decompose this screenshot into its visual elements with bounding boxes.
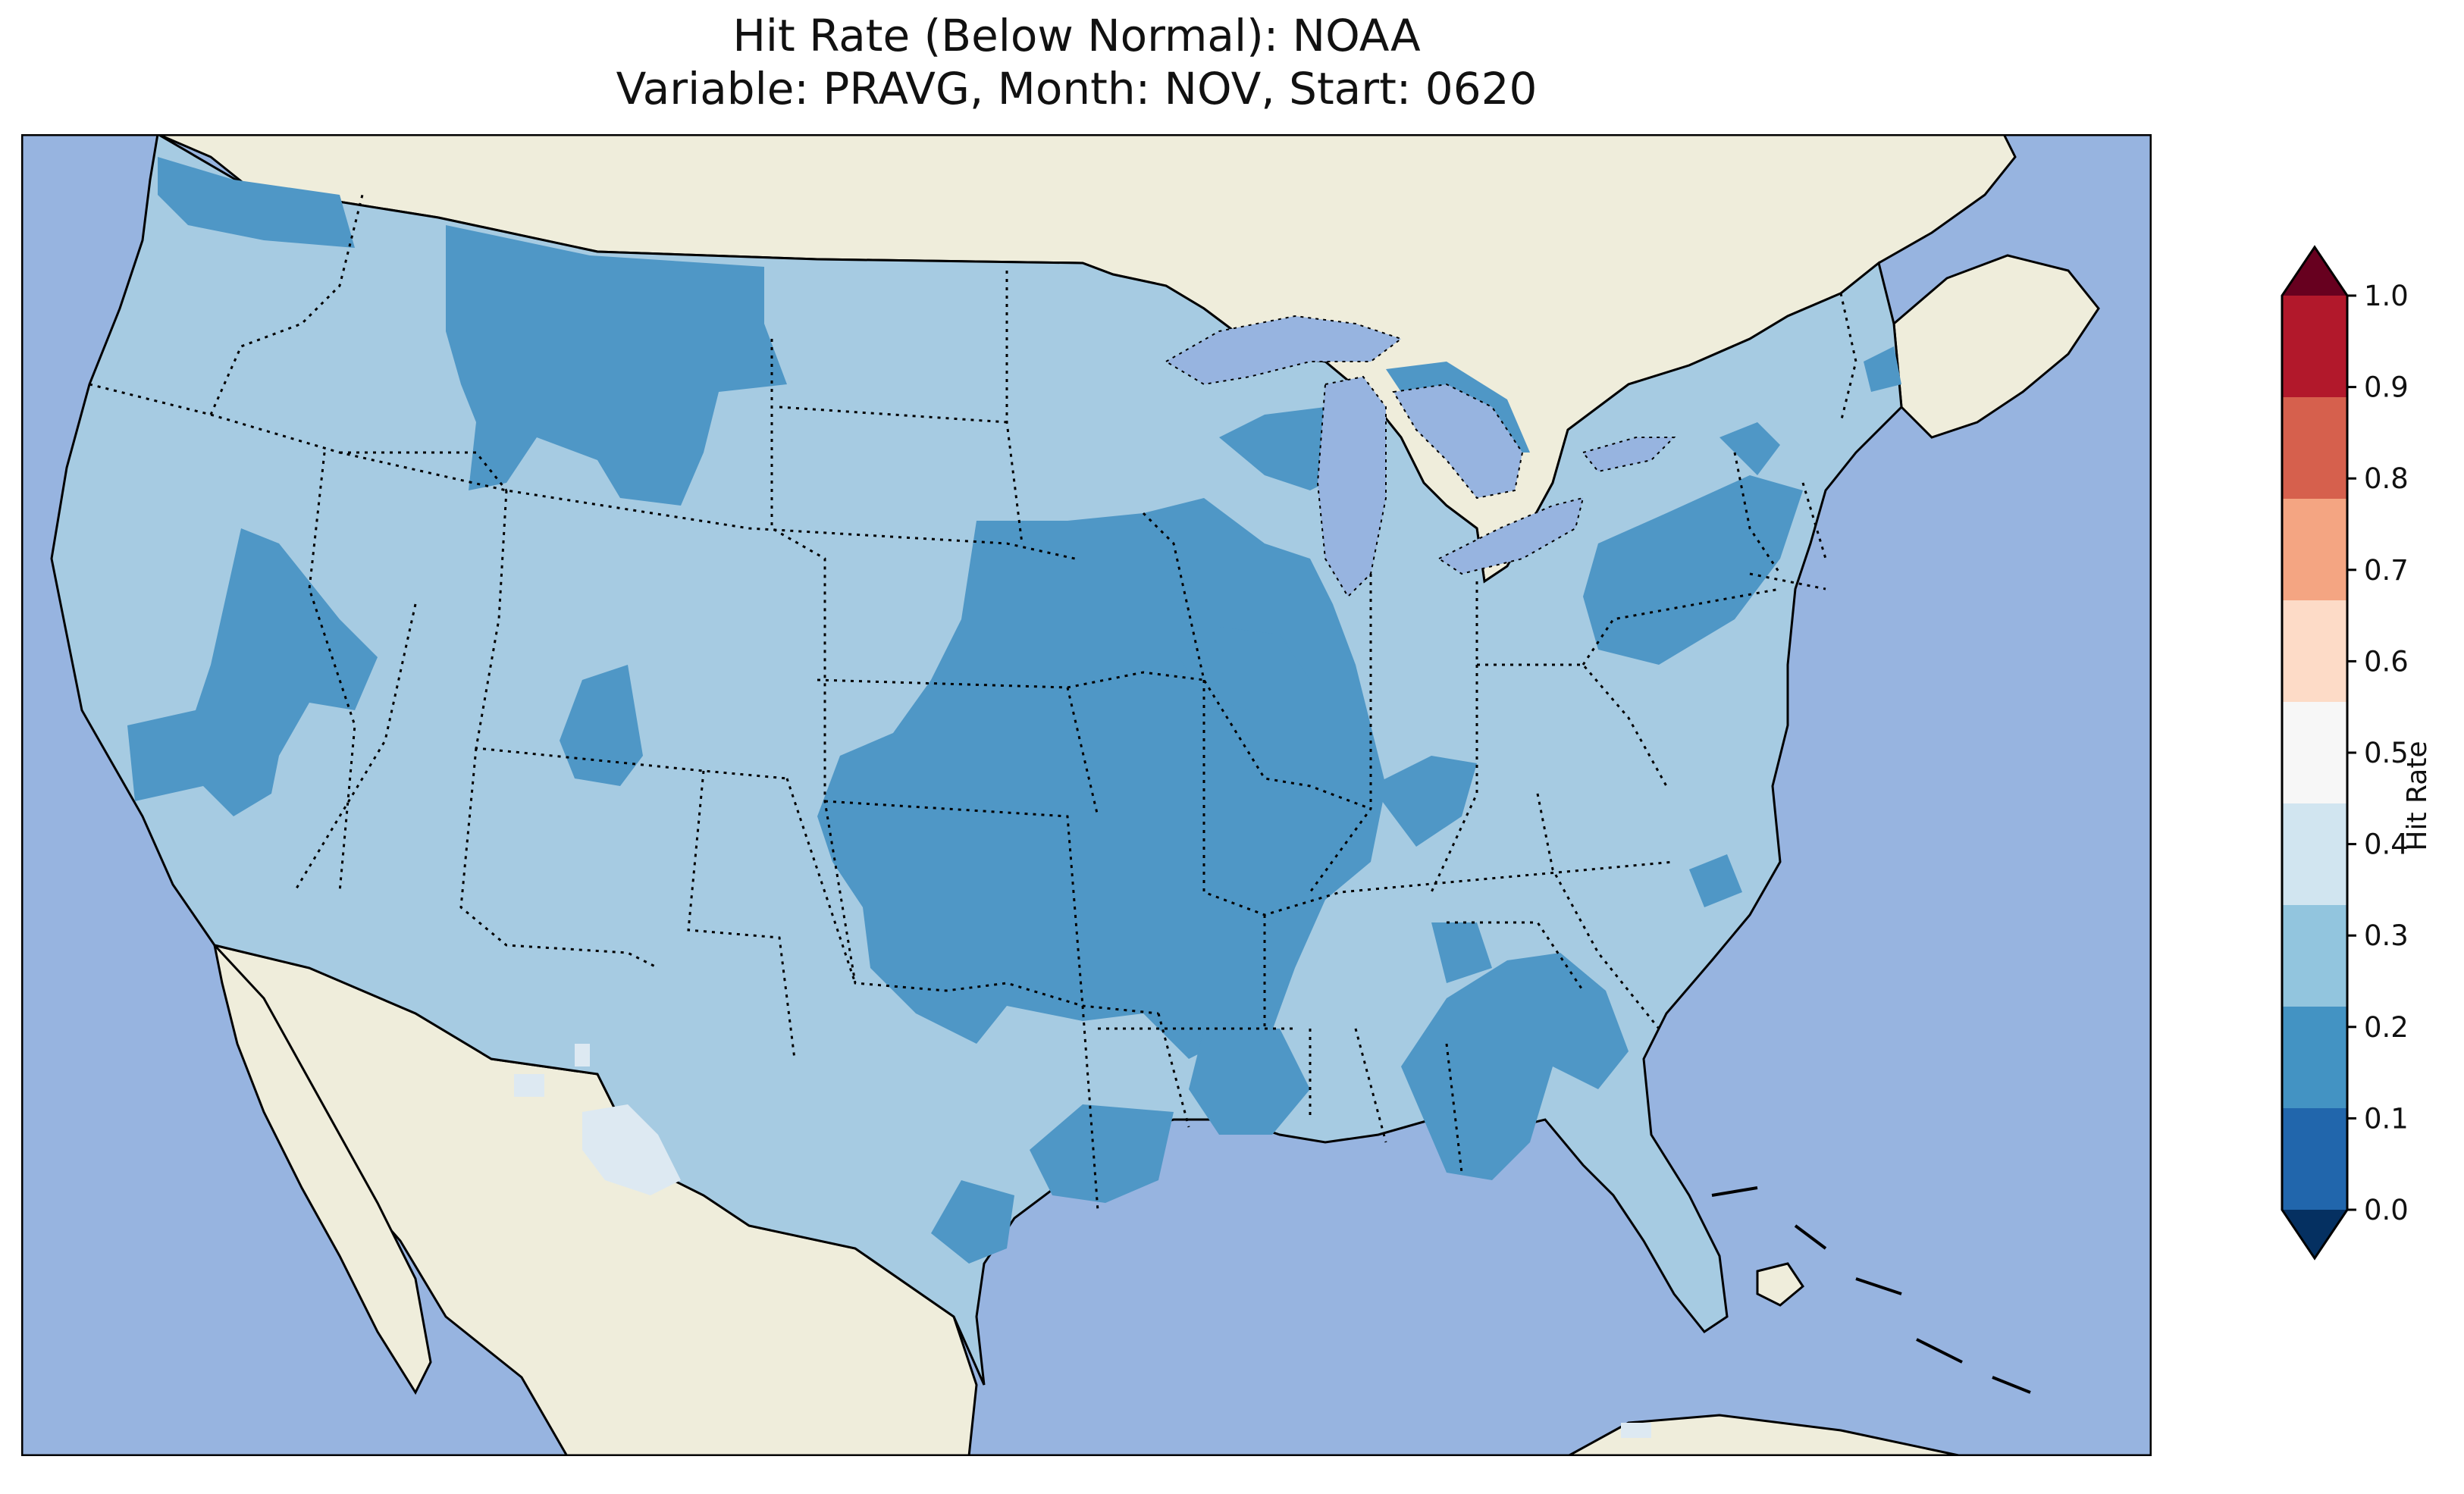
colorbar-segment — [2282, 499, 2347, 600]
colorbar-tick-label: 0.9 — [2364, 371, 2409, 404]
maritimes-land — [1892, 254, 2100, 439]
colorbar-segment — [2282, 905, 2347, 1007]
colorbar-tick-label: 0.4 — [2364, 828, 2409, 861]
bahamas-island — [1756, 1262, 1804, 1307]
map-frame-border — [21, 134, 2152, 1456]
bahamas-island — [1711, 1186, 2031, 1394]
colorbar-tick-label: 0.7 — [2364, 554, 2409, 587]
colorbar-segment — [2282, 702, 2347, 803]
colorbar-segment — [2282, 1007, 2347, 1108]
colorbar-tick-label: 0.8 — [2364, 462, 2409, 495]
colorbar-tick-label: 0.2 — [2364, 1011, 2409, 1044]
colorbar-tick-label: 1.0 — [2364, 280, 2409, 312]
colorbar-tick-label: 0.6 — [2364, 645, 2409, 678]
colorbar-tick-label: 0.3 — [2364, 919, 2409, 952]
map-panel — [21, 134, 2152, 1456]
colorbar-segment — [2282, 1210, 2347, 1258]
colorbar: 0.0 0.1 0.2 0.3 0.4 0.5 0.6 0.7 0.8 0.9 1.0 Hit Ra… — [2281, 245, 2433, 1261]
colorbar-ticks: 0.0 0.1 0.2 0.3 0.4 0.5 0.6 0.7 0.8 0.9 1.0 — [2347, 280, 2409, 1226]
colorbar-tick-label: 0.0 — [2364, 1194, 2409, 1226]
map-title: Hit Rate (Below Normal): NOAA — [732, 10, 1421, 61]
state-borders — [89, 194, 1857, 1211]
colorbar-label: Hit Rate — [2402, 741, 2433, 850]
colorbar-tick-label: 0.5 — [2364, 737, 2409, 769]
map-subtitle: Variable: PRAVG, Month: NOV, Start: 0620 — [616, 63, 1538, 114]
colorbar-segment — [2282, 1108, 2347, 1210]
colorbar-tick-label: 0.1 — [2364, 1102, 2409, 1135]
colorbar-segment — [2282, 296, 2347, 397]
hit-rate-region-0.4-0.5 — [514, 1044, 1651, 1438]
colorbar-segments — [2281, 245, 2349, 1261]
colorbar-segment — [2282, 247, 2347, 296]
great-lakes — [1165, 315, 1676, 598]
colorbar-segment — [2282, 600, 2347, 702]
colorbar-segment — [2282, 803, 2347, 905]
colorbar-segment — [2282, 397, 2347, 499]
cuba-land — [1567, 1414, 1963, 1456]
baja-california — [212, 941, 432, 1395]
hit-rate-region-0.2-0.3 — [127, 157, 1901, 1264]
